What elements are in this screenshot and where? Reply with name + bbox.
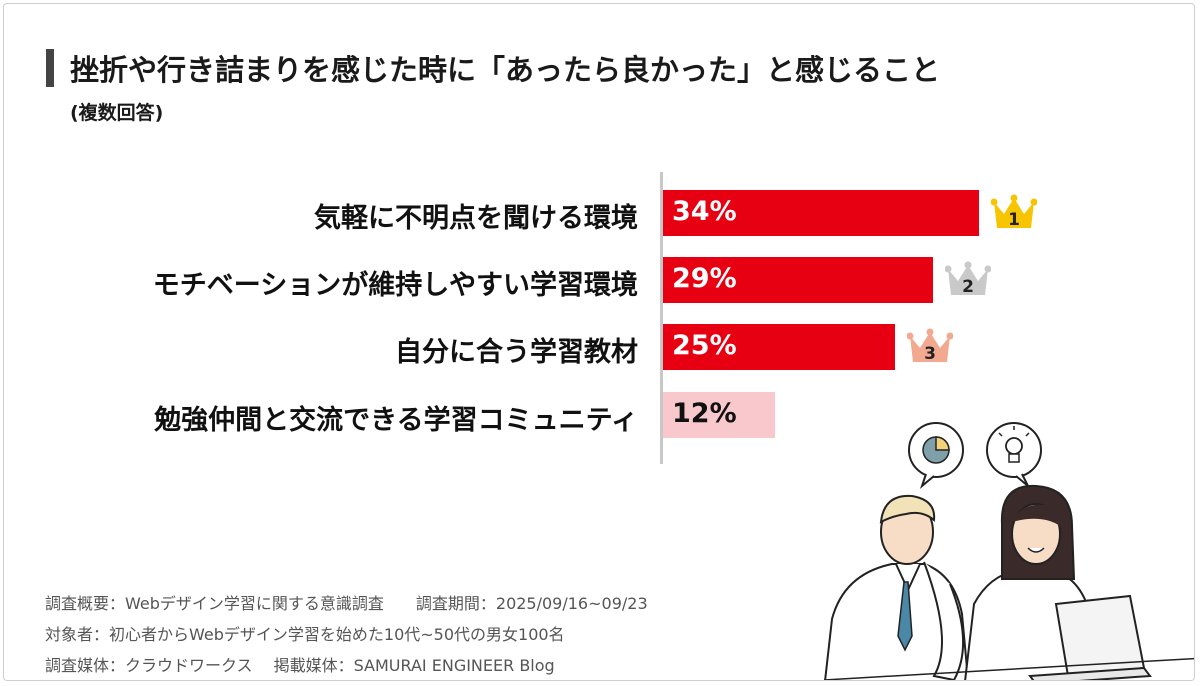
lightbulb-bubble-icon xyxy=(986,422,1042,487)
laptop-icon xyxy=(1028,594,1152,680)
business-people-illustration xyxy=(823,422,1194,680)
note-line: 調査媒体：クラウドワークス 掲載媒体：SAMURAI ENGINEER Blog xyxy=(45,656,555,675)
category-label: 自分に合う学習教材 xyxy=(395,337,638,368)
value-label: 25% xyxy=(672,330,737,361)
rank-number: 3 xyxy=(924,344,936,364)
value-label: 34% xyxy=(672,196,737,227)
bar xyxy=(663,324,895,370)
category-label: 勉強仲間と交流できる学習コミュニティ xyxy=(154,405,638,436)
title-accent-bar xyxy=(46,49,54,87)
rank-crown-icon: 2 xyxy=(945,261,991,297)
infographic-frame: 挫折や行き詰まりを感じた時に「あったら良かった」と感じること (複数回答) 気軽… xyxy=(3,3,1195,681)
bar xyxy=(663,392,775,438)
pie-chart-bubble-icon xyxy=(908,422,964,490)
chart-title: 挫折や行き詰まりを感じた時に「あったら良かった」と感じること xyxy=(70,53,941,87)
desk-line xyxy=(823,657,1194,680)
rank-number: 2 xyxy=(962,277,974,297)
note-line: 調査概要：Webデザイン学習に関する意識調査 調査期間：2025/09/16~0… xyxy=(45,594,648,613)
value-label: 29% xyxy=(672,263,737,294)
bar xyxy=(663,190,979,236)
chart-subtitle: (複数回答) xyxy=(70,102,164,124)
y-axis-line xyxy=(660,172,663,464)
rank-crown-icon: 3 xyxy=(907,328,953,364)
rank-number: 1 xyxy=(1008,210,1020,230)
man-figure xyxy=(824,494,970,680)
category-label: モチベーションが維持しやすい学習環境 xyxy=(152,270,638,301)
rank-crown-icon: 1 xyxy=(991,194,1037,230)
note-line: 対象者：初心者からWebデザイン学習を始めた10代~50代の男女100名 xyxy=(45,625,565,644)
bar xyxy=(663,257,933,303)
survey-notes: 調査概要：Webデザイン学習に関する意識調査 調査期間：2025/09/16~0… xyxy=(45,588,648,680)
value-label: 12% xyxy=(672,398,737,429)
category-label: 気軽に不明点を聞ける環境 xyxy=(314,203,638,234)
